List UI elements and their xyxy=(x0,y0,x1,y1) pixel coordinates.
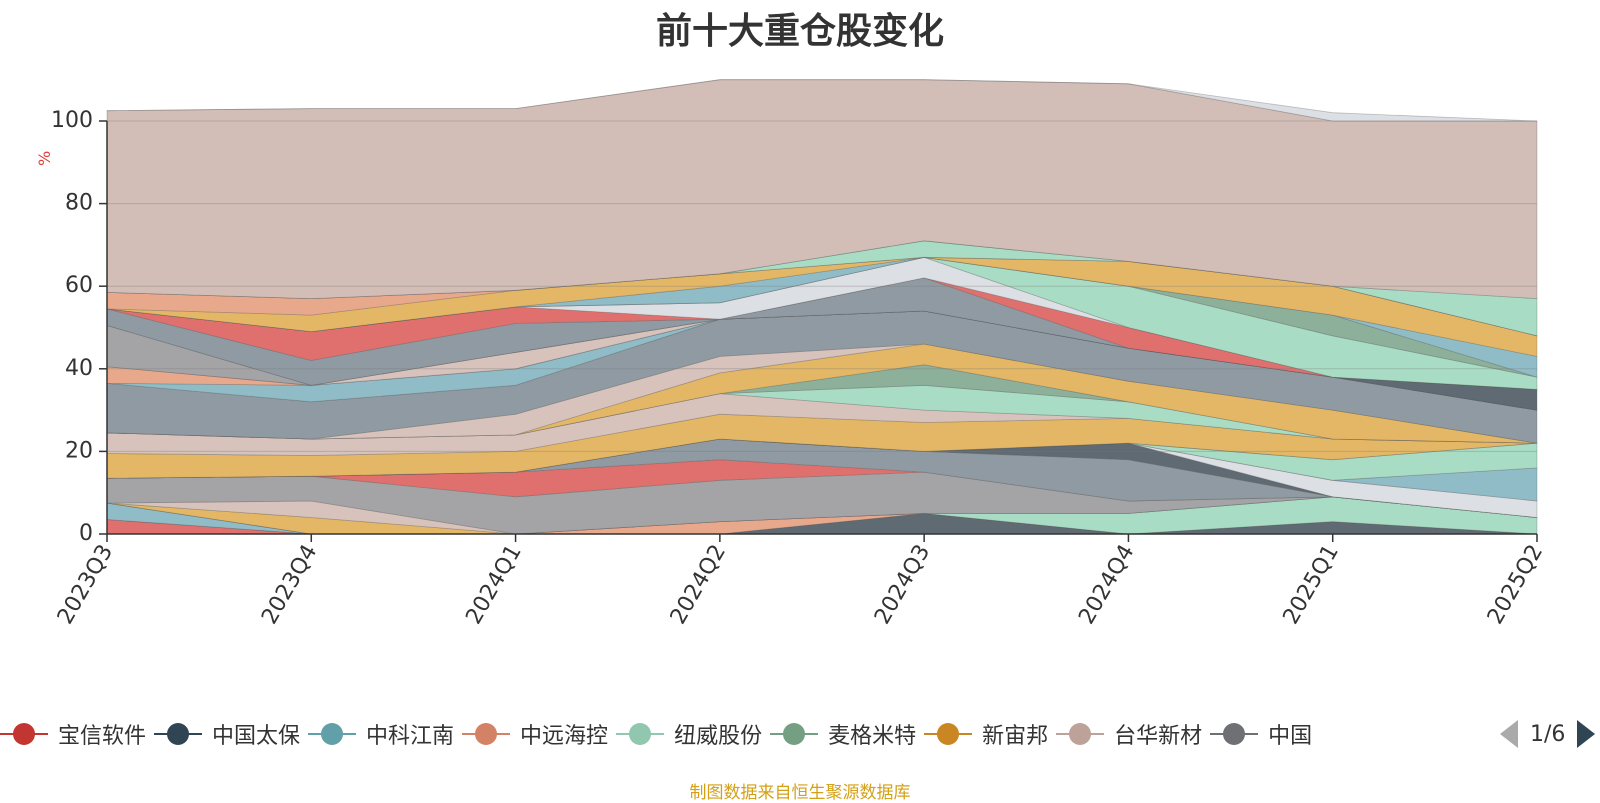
y-tick-label: 80 xyxy=(65,191,93,216)
legend-item[interactable]: 中国 xyxy=(1210,712,1312,756)
legend-item[interactable]: 新宙邦 xyxy=(924,712,1048,756)
chart-area: 0 20 40 60 80 100 2023Q3 2023Q4 2024Q1 2024Q2 2024… xyxy=(35,79,1548,629)
area-layer-39 xyxy=(106,79,1538,122)
area-layer-38 xyxy=(106,79,1538,300)
x-tick-label: 2025Q1 xyxy=(1279,541,1344,629)
legend-marker-icon xyxy=(462,722,511,746)
x-tick-label: 2024Q3 xyxy=(870,541,935,629)
legend-label: 麦格米特 xyxy=(828,724,917,749)
legend-label: 中国 xyxy=(1268,724,1313,749)
y-tick-label: 100 xyxy=(51,108,93,133)
legend-item[interactable]: 中远海控 xyxy=(462,712,608,756)
chart-title: 前十大重仓股变化 xyxy=(655,11,944,52)
legend-item[interactable]: 台华新材 xyxy=(1056,712,1202,756)
y-unit-label: % xyxy=(35,151,54,166)
legend-marker-icon xyxy=(1210,722,1259,746)
legend-items: 宝信软件 中国太保 中科江南 中远海控 纽威股份 麦格米特 新宙邦 台华新材 中国 xyxy=(0,712,1486,756)
legend-label: 纽威股份 xyxy=(674,724,763,749)
x-tick-label: 2023Q4 xyxy=(257,541,322,629)
y-tick-label: 20 xyxy=(65,438,93,463)
legend-label: 中远海控 xyxy=(520,724,609,749)
stacked-areas xyxy=(106,79,1538,535)
y-tick-label: 40 xyxy=(65,356,93,381)
legend-marker-icon xyxy=(0,722,48,746)
legend-item[interactable]: 中科江南 xyxy=(308,712,454,756)
x-tick-label: 2023Q3 xyxy=(53,541,118,629)
legend-item[interactable]: 麦格米特 xyxy=(770,712,916,756)
legend-label: 中科江南 xyxy=(366,724,455,749)
legend-pager: 1/6 xyxy=(1500,712,1596,756)
legend-marker-icon xyxy=(1056,722,1105,746)
x-tick-label: 2024Q2 xyxy=(666,541,731,629)
legend-item[interactable]: 宝信软件 xyxy=(0,712,146,756)
legend-marker-icon xyxy=(924,722,973,746)
legend-label: 台华新材 xyxy=(1114,724,1203,749)
legend-label: 中国太保 xyxy=(212,724,301,749)
legend-marker-icon xyxy=(770,722,819,746)
x-tick-label: 2024Q4 xyxy=(1074,541,1139,629)
y-tick-label: 60 xyxy=(65,273,93,298)
legend-item[interactable]: 纽威股份 xyxy=(616,712,762,756)
legend: 宝信软件 中国太保 中科江南 中远海控 纽威股份 麦格米特 新宙邦 台华新材 中国 1/6 xyxy=(0,712,1600,756)
legend-prev-arrow-icon[interactable] xyxy=(1500,720,1518,748)
x-tick-label: 2025Q2 xyxy=(1483,541,1548,629)
legend-marker-icon xyxy=(616,722,665,746)
y-tick-label: 0 xyxy=(79,521,93,546)
legend-page-indicator: 1/6 xyxy=(1530,721,1566,747)
x-tick-label: 2024Q1 xyxy=(461,541,526,629)
legend-marker-icon xyxy=(154,722,203,746)
source-footer: 制图数据来自恒生聚源数据库 xyxy=(689,783,911,803)
legend-item[interactable]: 中国太保 xyxy=(154,712,300,756)
legend-label: 宝信软件 xyxy=(58,724,147,749)
legend-marker-icon xyxy=(308,722,357,746)
legend-label: 新宙邦 xyxy=(982,724,1049,749)
legend-next-arrow-icon[interactable] xyxy=(1577,720,1596,748)
